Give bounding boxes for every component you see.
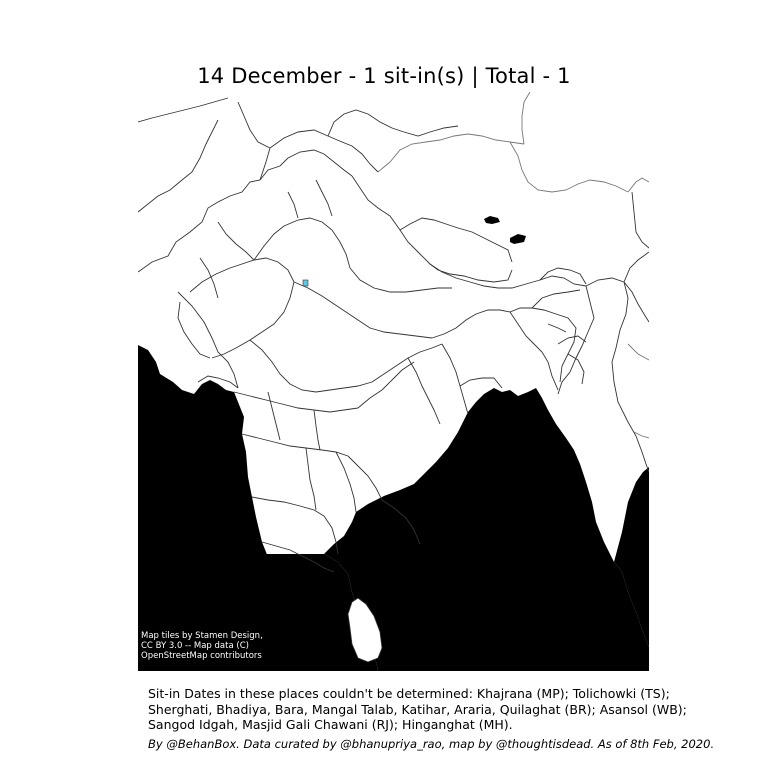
map-title: 14 December - 1 sit-in(s) | Total - 1 (197, 64, 571, 88)
credit-line: By @BehanBox. Data curated by @bhanupriy… (148, 737, 715, 751)
map-canvas (138, 92, 649, 671)
map-area[interactable] (138, 92, 649, 671)
lake-1 (484, 216, 500, 224)
arabian-sea-south (138, 554, 378, 671)
borders (138, 92, 649, 573)
arabian-sea (138, 345, 336, 622)
sit-in-marker-icon[interactable] (302, 279, 309, 287)
andaman-sea (614, 467, 649, 647)
bay-of-bengal (324, 388, 649, 671)
undetermined-dates-note: Sit-in Dates in these places couldn't be… (148, 686, 687, 732)
map-attribution: Map tiles by Stamen Design, CC BY 3.0 --… (141, 631, 263, 661)
sri-lanka (347, 597, 383, 663)
lake-2 (510, 234, 526, 244)
